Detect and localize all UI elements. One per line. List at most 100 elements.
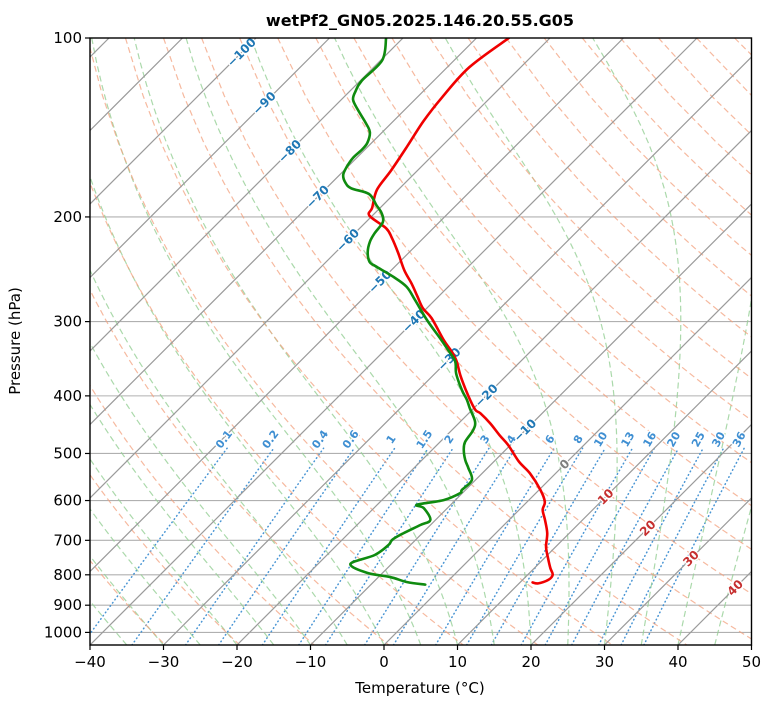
axes-frame	[89, 37, 753, 646]
isotherm-line	[90, 38, 183, 132]
chart-title: wetPf2_GN05.2025.146.20.55.G05	[266, 11, 574, 30]
isotherm-line	[90, 38, 698, 645]
isotherm-line	[90, 38, 477, 426]
mixing-ratio-line	[324, 447, 454, 645]
mixing-ratio-label: 36	[730, 429, 749, 449]
isotherm-line	[90, 38, 551, 499]
y-tick-label: 900	[53, 596, 82, 614]
x-tick-label: 30	[595, 653, 614, 671]
x-tick-label: −40	[74, 653, 106, 671]
mixing-ratio-label: 20	[664, 429, 683, 449]
axes-layer: −40 −30 −20 −10 0 10 20 30 40 5010020030040050060…	[44, 29, 761, 671]
x-axis-label: Temperature (°C)	[354, 679, 484, 697]
isotherm-label: −100	[224, 35, 259, 70]
moist-adiabat-line	[250, 38, 532, 645]
isotherm-line	[163, 56, 752, 645]
moist-adiabat-line	[677, 295, 752, 645]
mixing-ratio-line	[261, 447, 396, 645]
mixing-ratio-line	[90, 447, 228, 636]
isotherm-line	[90, 38, 404, 352]
mixing-ratio-label: 10	[591, 429, 610, 449]
y-tick-label: 300	[53, 313, 82, 331]
line-labels-clipped: −100−90−80−70−60−50−40−30−20−10010203040…	[212, 35, 750, 600]
dry-adiabat-line	[162, 38, 688, 645]
isotherm-line	[90, 38, 257, 205]
isotherm-line	[383, 276, 752, 645]
moist-adiabat-line	[334, 38, 570, 645]
clipped-field	[90, 38, 752, 645]
dry-adiabat-line	[277, 38, 752, 551]
mixing-ratio-label: 2	[442, 433, 457, 447]
isotherm-line	[90, 38, 330, 279]
moist-adiabat-line	[714, 504, 752, 645]
dry-adiabat-line	[124, 38, 613, 645]
temperature-line	[367, 38, 555, 585]
mixing-ratio-line	[363, 447, 490, 645]
moist-adiabat-line	[185, 38, 495, 645]
isotherm-line	[310, 203, 752, 645]
mixing-ratio-line	[184, 447, 325, 645]
isotherm-line	[751, 644, 752, 645]
isotherm-line	[457, 350, 752, 645]
mixing-ratio-line	[434, 447, 555, 645]
dry-adiabat-line	[90, 288, 390, 645]
dry-adiabat-line	[391, 38, 752, 421]
dry-adiabat-line	[543, 38, 752, 257]
mixing-ratio-label: 8	[571, 433, 586, 446]
moist-adiabat-line	[133, 38, 459, 645]
y-tick-label: 400	[53, 387, 82, 405]
moist-adiabat-line	[90, 457, 238, 645]
moist-adiabat-line	[90, 403, 275, 645]
moist-adiabat-line	[90, 175, 385, 645]
moist-adiabat-line	[90, 341, 311, 645]
isotherm-line	[604, 497, 752, 645]
moist-adiabat-line	[91, 38, 422, 645]
x-tick-label: 10	[448, 653, 467, 671]
dry-adiabat-line	[467, 38, 752, 338]
isotherm-line	[90, 38, 624, 573]
mixing-ratio-line	[643, 447, 745, 645]
background-lines-layer	[90, 38, 752, 645]
dry-adiabat-line	[239, 38, 752, 595]
dry-adiabat-line	[505, 38, 752, 297]
sounding-profiles-layer	[341, 38, 555, 586]
dry-adiabat-line	[90, 559, 166, 645]
x-tick-label: −30	[148, 653, 180, 671]
dry-adiabat-line	[315, 38, 752, 507]
mixing-ratio-label: 0.4	[309, 427, 331, 451]
mixing-ratio-line	[131, 447, 275, 645]
y-tick-label: 800	[53, 566, 82, 584]
dewpoint-line	[341, 38, 477, 586]
dry-adiabat-line	[201, 38, 752, 640]
moist-adiabat-line	[90, 555, 164, 645]
y-tick-label: 500	[53, 444, 82, 462]
mixing-ratio-label: 0.2	[260, 428, 282, 451]
moist-adiabat-line	[592, 38, 682, 645]
y-tick-label: 100	[53, 29, 82, 47]
isotherm-line	[236, 129, 752, 645]
profiles-clipped	[341, 38, 555, 586]
mixing-ratio-label: 30	[709, 429, 728, 449]
dry-adiabat-line	[90, 384, 315, 645]
mixing-ratio-label: 1.5	[414, 428, 436, 451]
moist-adiabat-line	[90, 268, 348, 645]
dry-adiabat-line	[734, 38, 752, 56]
dry-adiabat-line	[90, 473, 241, 645]
x-tick-label: −10	[295, 653, 327, 671]
y-tick-label: 700	[53, 531, 82, 549]
mixing-ratio-line	[597, 447, 704, 645]
mixing-ratio-line	[570, 447, 680, 645]
dry-adiabat-line	[90, 45, 539, 645]
mixing-ratio-label: 1	[384, 433, 399, 447]
y-tick-label: 600	[53, 492, 82, 510]
dry-adiabat-line	[696, 38, 752, 97]
mixing-ratio-label: 25	[689, 430, 708, 450]
mixing-ratio-label: 0.6	[340, 427, 362, 451]
x-tick-label: 0	[379, 653, 389, 671]
mixing-ratio-line	[520, 447, 634, 645]
x-tick-label: 20	[521, 653, 540, 671]
x-tick-label: −20	[221, 653, 253, 671]
y-tick-label: 200	[53, 208, 82, 226]
